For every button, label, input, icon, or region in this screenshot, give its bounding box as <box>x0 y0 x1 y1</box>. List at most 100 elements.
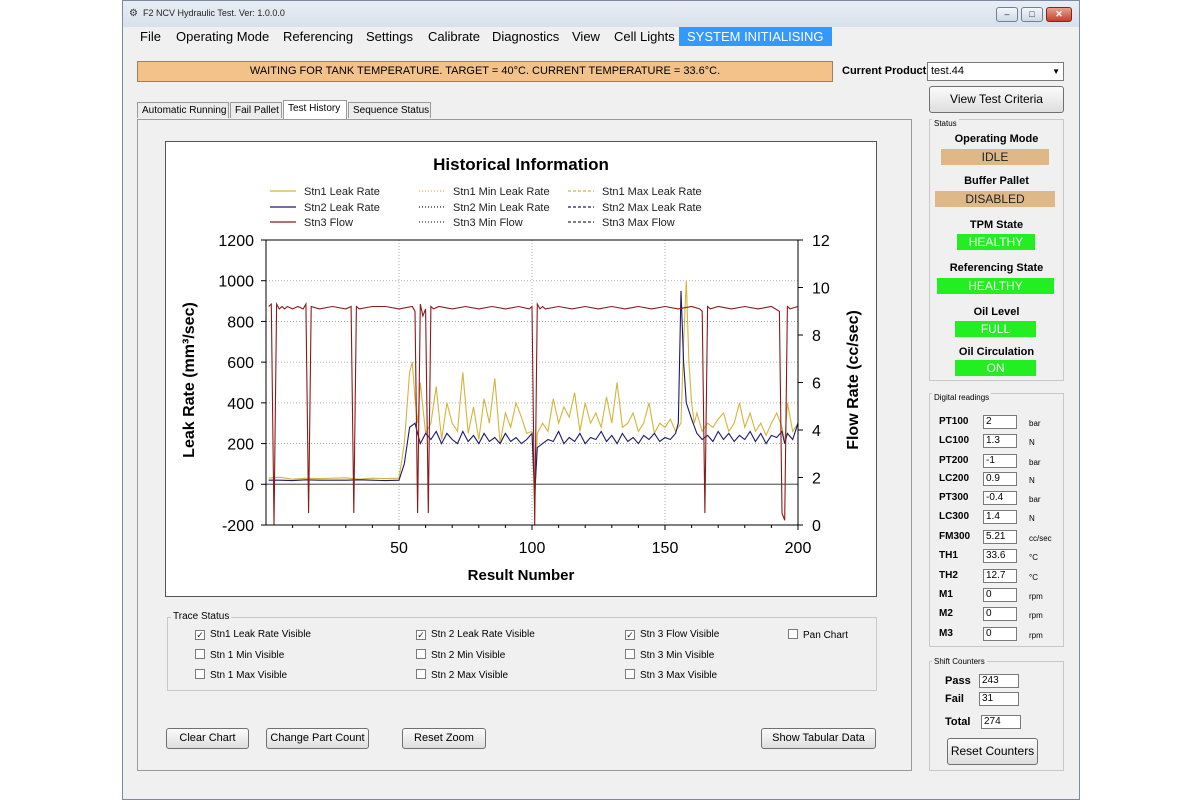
legend-label: Stn2 Max Leak Rate <box>602 202 702 214</box>
fail-label: Fail <box>945 693 964 705</box>
reading-label: TH2 <box>939 570 958 581</box>
menu-operating-mode[interactable]: Operating Mode <box>176 29 270 44</box>
reading-label: FM300 <box>939 531 971 542</box>
app-icon: ⚙ <box>129 8 138 19</box>
stn1-min-visible-checkbox[interactable]: Stn 1 Min Visible <box>195 649 284 661</box>
title-bar: ⚙ F2 NCV Hydraulic Test. Ver: 1.0.0.0 – … <box>123 1 1079 27</box>
show-tabular-data-button[interactable]: Show Tabular Data <box>761 728 876 749</box>
reading-unit: N <box>1029 514 1035 523</box>
view-test-criteria-button[interactable]: View Test Criteria <box>929 86 1064 113</box>
pan-chart-checkbox[interactable]: Pan Chart <box>788 629 848 641</box>
checkbox-check-icon <box>195 669 205 679</box>
menu-diagnostics[interactable]: Diagnostics <box>492 29 560 44</box>
reset-counters-button[interactable]: Reset Counters <box>947 738 1038 765</box>
reading-label: PT300 <box>939 492 969 503</box>
menu-referencing[interactable]: Referencing <box>283 29 354 44</box>
tab-fail-pallet[interactable]: Fail Pallet <box>230 102 282 118</box>
series-line-stn3-flow <box>268 302 799 526</box>
reading-unit: bar <box>1029 495 1041 504</box>
digital-readings-label: Digital readings <box>932 393 992 402</box>
operating-mode-label: Operating Mode <box>954 133 1039 145</box>
chart-svg: Historical Information Stn1 Leak Rate Stn… <box>181 155 862 584</box>
system-status-indicator: SYSTEM INITIALISING <box>679 27 832 46</box>
stn2-leak-visible-checkbox[interactable]: ✓ Stn 2 Leak Rate Visible <box>416 629 535 640</box>
checkbox-check-icon: ✓ <box>195 630 205 640</box>
y-tick-label: 600 <box>227 355 254 372</box>
reading-value: 1.3 <box>983 434 1017 448</box>
y2-tick-label: 10 <box>812 281 830 298</box>
reading-value: 33.6 <box>983 549 1017 563</box>
current-product-label: Current Product <box>842 65 927 77</box>
minimize-button[interactable]: – <box>996 7 1018 22</box>
reset-zoom-button[interactable]: Reset Zoom <box>402 728 486 749</box>
legend-label: Stn2 Min Leak Rate <box>453 202 550 214</box>
tab-sequence-status[interactable]: Sequence Status <box>348 102 431 118</box>
stn2-max-visible-checkbox[interactable]: Stn 2 Max Visible <box>416 669 508 681</box>
menu-cell-lights[interactable]: Cell Lights <box>614 29 675 44</box>
buffer-pallet-value: DISABLED <box>935 191 1055 207</box>
maximize-button[interactable]: □ <box>1021 7 1043 22</box>
menu-file[interactable]: File <box>140 29 161 44</box>
oil-circulation-label: Oil Circulation <box>958 346 1035 358</box>
trace-status-label: Trace Status <box>171 611 232 622</box>
reading-unit: N <box>1029 438 1035 447</box>
checkbox-check-icon: ✓ <box>416 630 426 640</box>
stn3-max-visible-checkbox[interactable]: Stn 3 Max Visible <box>625 669 717 681</box>
referencing-state-value: HEALTHY <box>937 278 1054 294</box>
reading-unit: rpm <box>1029 631 1043 640</box>
change-part-count-button[interactable]: Change Part Count <box>266 728 369 749</box>
fail-count: 31 <box>979 692 1019 706</box>
checkbox-check-icon <box>788 629 798 639</box>
reading-label: M1 <box>939 589 953 600</box>
reading-label: M3 <box>939 628 953 639</box>
checkbox-label: Stn 2 Min Visible <box>431 650 506 661</box>
current-product-select[interactable]: test.44 ▼ <box>927 62 1064 81</box>
y-axis-label: Leak Rate (mm³/sec) <box>181 302 198 458</box>
chart-grid <box>266 240 798 525</box>
stn3-flow-visible-checkbox[interactable]: ✓ Stn 3 Flow Visible <box>625 629 719 640</box>
total-label: Total <box>945 716 971 728</box>
stn1-leak-visible-checkbox[interactable]: ✓ Stn1 Leak Rate Visible <box>195 629 311 640</box>
temperature-banner: WAITING FOR TANK TEMPERATURE. TARGET = 4… <box>137 61 833 82</box>
oil-level-value: FULL <box>955 321 1036 337</box>
legend-label: Stn3 Flow <box>304 217 353 229</box>
checkbox-check-icon <box>416 649 426 659</box>
checkbox-label: Stn 1 Min Visible <box>210 650 285 661</box>
stn1-max-visible-checkbox[interactable]: Stn 1 Max Visible <box>195 669 287 681</box>
reading-unit: rpm <box>1029 592 1043 601</box>
close-button[interactable]: ✕ <box>1046 7 1072 22</box>
reading-value: 0 <box>983 607 1017 621</box>
clear-chart-button[interactable]: Clear Chart <box>166 728 249 749</box>
reading-unit: °C <box>1029 553 1038 562</box>
chart-title: Historical Information <box>433 155 609 174</box>
checkbox-label: Stn 3 Flow Visible <box>640 629 720 640</box>
legend-label: Stn2 Leak Rate <box>304 202 380 214</box>
menu-calibrate[interactable]: Calibrate <box>428 29 481 44</box>
reading-value: -0.4 <box>983 491 1017 505</box>
x-tick-label: 100 <box>519 540 546 557</box>
oil-circulation-value: ON <box>955 360 1036 376</box>
reading-label: TH1 <box>939 550 958 561</box>
tab-automatic-running[interactable]: Automatic Running <box>137 102 229 118</box>
y2-tick-label: 2 <box>812 471 821 488</box>
x-tick-label: 150 <box>652 540 679 557</box>
tab-test-history[interactable]: Test History <box>283 100 347 119</box>
x-axis-label: Result Number <box>468 567 575 584</box>
digital-readings-group <box>929 393 1064 647</box>
history-chart[interactable]: Historical Information Stn1 Leak Rate Stn… <box>165 141 877 597</box>
stn3-min-visible-checkbox[interactable]: Stn 3 Min Visible <box>625 649 714 661</box>
checkbox-check-icon <box>625 649 635 659</box>
reading-label: LC300 <box>939 511 970 522</box>
buffer-pallet-label: Buffer Pallet <box>964 175 1029 187</box>
legend-label: Stn1 Max Leak Rate <box>602 186 702 198</box>
y-tick-label: 400 <box>227 396 254 413</box>
stn2-min-visible-checkbox[interactable]: Stn 2 Min Visible <box>416 649 505 661</box>
reading-unit: bar <box>1029 419 1041 428</box>
trace-status-group <box>167 617 877 691</box>
checkbox-check-icon <box>625 669 635 679</box>
menu-view[interactable]: View <box>572 29 600 44</box>
y2-axis-label: Flow Rate (cc/sec) <box>845 310 862 450</box>
checkbox-label: Stn 1 Max Visible <box>210 670 288 681</box>
reading-value: 12.7 <box>983 569 1017 583</box>
menu-settings[interactable]: Settings <box>366 29 413 44</box>
